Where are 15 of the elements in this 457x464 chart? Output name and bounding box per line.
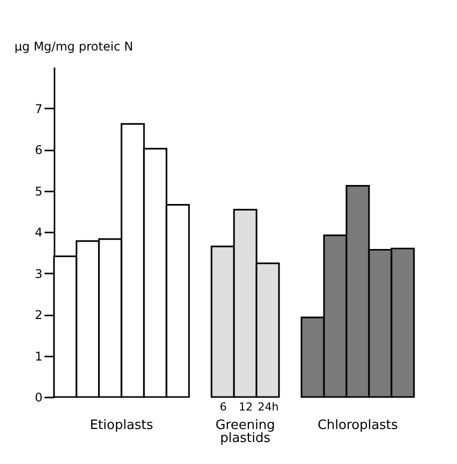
y-axis-title: µg Mg/mg proteic N <box>14 40 134 54</box>
y-tick-label: 3 <box>34 266 42 281</box>
x-tick-label: 12 <box>238 400 253 414</box>
y-tick-label: 5 <box>34 184 42 198</box>
y-tick-label: 4 <box>34 226 42 240</box>
y-tick-label: 2 <box>34 308 42 322</box>
x-tick-label: 24h <box>258 400 279 414</box>
series-label: Etioplasts <box>90 418 154 433</box>
series-label: Greening plastids <box>216 418 275 446</box>
y-tick-label: 1 <box>34 349 42 364</box>
y-tick-label: 6 <box>34 143 42 157</box>
series-label: Chloroplasts <box>318 418 398 433</box>
x-tick-label: 6 <box>220 400 227 414</box>
y-tick-label: 0 <box>34 390 42 404</box>
y-tick-label: 7 <box>34 102 42 116</box>
